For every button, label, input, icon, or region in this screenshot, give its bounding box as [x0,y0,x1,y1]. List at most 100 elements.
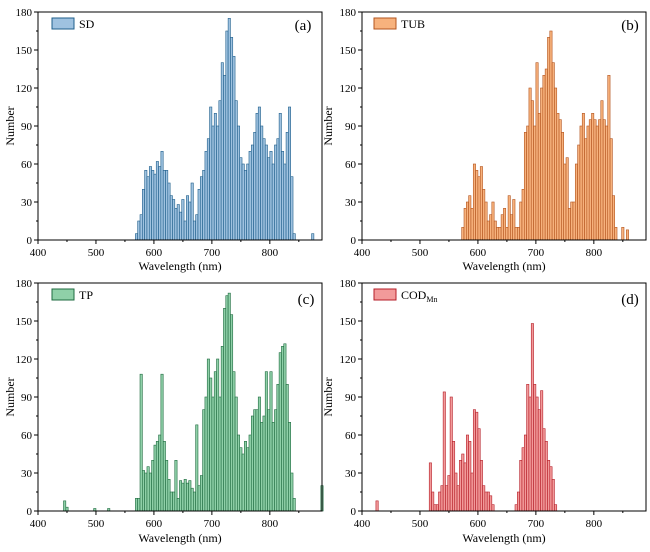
legend-c: TP [51,288,93,302]
legend-label-a: SD [79,17,95,31]
bar-c-592 [148,472,152,512]
ticks-c: 400 500 600 700 800 0 30 60 90 120 150 180 [16,278,300,530]
bar-a-620 [165,170,169,241]
bar-b-664 [514,227,518,241]
bar-a-728 [227,18,231,241]
y-axis-label-a: Number [3,106,17,145]
bar-c-788 [262,415,266,512]
x-tick-label-d-800: 800 [586,518,603,530]
bar-c-568 [135,498,138,512]
bar-a-708 [216,125,220,241]
bar-c-692 [206,358,210,512]
bar-a-656 [186,195,190,241]
bar-a-624 [167,182,171,241]
bar-c-712 [218,396,222,512]
bar-a-772 [253,132,257,241]
bar-d-552 [449,396,453,512]
bar-a-724 [225,30,229,241]
bar-c-760 [246,447,250,512]
bar-a-688 [204,151,208,241]
bar-b-848 [621,227,625,241]
legend-d: CODMn [373,288,437,304]
bar-c-676 [197,485,201,512]
bar-b-720 [547,37,551,241]
bar-d-676 [521,447,525,512]
bar-d-524 [433,504,437,512]
bar-a-828 [285,132,289,241]
bar-d-596 [475,411,479,512]
bar-a-768 [250,144,254,241]
bar-a-776 [255,113,259,241]
bar-b-684 [526,125,530,241]
bar-a-676 [197,189,201,241]
bar-c-732 [230,314,234,512]
x-tick-label-c-500: 500 [88,518,105,530]
bar-b-828 [609,138,613,241]
y-tick-label-b-30: 30 [345,197,357,209]
bar-b-772 [577,144,581,241]
bar-a-648 [181,199,185,241]
bar-c-584 [144,472,148,512]
bar-b-724 [549,30,553,241]
bar-b-796 [591,113,595,241]
bar-a-576 [139,214,143,241]
bar-b-748 [563,163,567,241]
bar-a-652 [183,220,187,241]
bar-c-664 [190,487,194,512]
bar-d-696 [533,384,537,512]
bar-c-580 [142,470,145,512]
ticks-a: 400 500 600 700 800 0 30 60 90 120 150 180 [16,7,300,259]
bar-d-668 [517,491,520,512]
bar-d-520 [431,491,435,512]
bar-a-788 [262,138,266,241]
bar-b-592 [472,163,476,241]
bar-d-556 [452,441,456,512]
bar-b-760 [570,201,574,241]
bar-d-592 [472,409,476,512]
bar-b-736 [556,113,560,241]
bar-d-568 [459,460,462,512]
legend-label-main-d: COD [401,288,427,302]
bar-a-836 [290,176,294,241]
bar-c-836 [290,472,294,512]
y-axis-label-b: Number [321,106,335,145]
bars-c [63,292,324,512]
y-tick-label-d-180: 180 [340,278,357,290]
legend-label-b: TUB [401,17,425,31]
bar-d-516 [428,462,432,512]
bar-c-672 [195,424,199,512]
x-tick-label-c-400: 400 [30,518,47,530]
bar-c-764 [248,434,252,512]
bar-a-692 [206,138,210,241]
y-tick-label-a-30: 30 [21,197,33,209]
bar-a-608 [158,166,162,241]
bar-c-656 [186,482,190,512]
bar-a-612 [160,151,164,241]
bar-c-820 [281,346,285,512]
bar-a-664 [190,182,194,241]
bar-a-704 [213,113,217,241]
bar-b-572 [461,227,465,241]
bar-b-656 [510,214,514,241]
bar-b-576 [463,208,467,241]
y-axis-label-c: Number [3,377,17,416]
bar-a-820 [281,151,285,241]
bar-a-748 [239,157,243,241]
bar-b-700 [535,62,539,241]
y-tick-label-c-0: 0 [27,506,33,518]
y-tick-label-c-30: 30 [21,468,33,480]
bar-c-652 [183,479,187,512]
bar-b-668 [517,227,520,241]
bar-c-796 [267,409,271,512]
bar-a-840 [292,233,296,241]
bar-d-692 [530,323,534,512]
bar-b-732 [554,87,558,241]
bar-b-832 [612,195,616,241]
y-tick-label-d-0: 0 [351,506,357,518]
bar-d-680 [523,434,527,512]
y-tick-label-b-60: 60 [345,159,357,171]
bar-c-840 [292,498,296,512]
bar-b-632 [496,227,500,241]
bar-b-784 [584,138,588,241]
